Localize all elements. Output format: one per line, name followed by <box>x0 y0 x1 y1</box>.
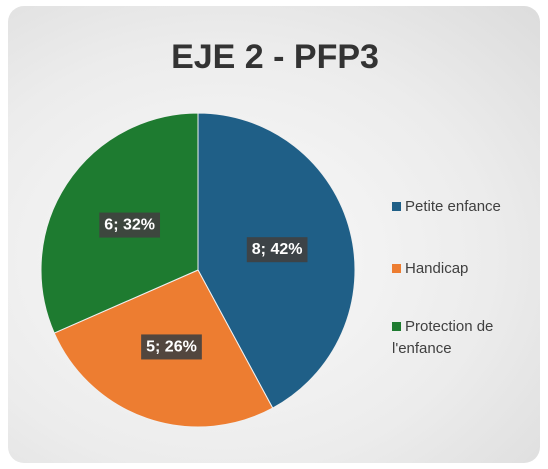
data-label: 8; 42% <box>252 241 303 258</box>
data-label-box <box>99 212 161 238</box>
legend-label: Petite enfance <box>405 198 501 215</box>
legend-label: Protection de l'enfance <box>392 318 494 357</box>
legend-swatch <box>392 202 401 211</box>
legend-swatch <box>392 264 401 273</box>
data-label-box <box>141 334 202 360</box>
chart-title: EJE 2 - PFP3 <box>171 38 379 76</box>
data-label: 6; 32% <box>104 217 155 234</box>
legend-entry: Protection de l'enfance <box>392 316 532 360</box>
data-label: 5; 26% <box>146 338 197 355</box>
legend-entry: Handicap <box>392 258 532 280</box>
legend-label: Handicap <box>405 260 469 277</box>
legend-swatch <box>392 322 401 331</box>
legend-entry: Petite enfance <box>392 196 532 218</box>
data-label-box <box>246 237 308 263</box>
